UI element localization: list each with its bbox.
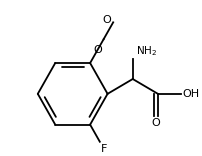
Text: O: O — [152, 117, 160, 128]
Text: O: O — [94, 45, 102, 55]
Text: NH$_2$: NH$_2$ — [136, 44, 157, 58]
Text: OH: OH — [182, 89, 199, 99]
Text: O: O — [102, 15, 111, 25]
Text: F: F — [101, 144, 107, 154]
